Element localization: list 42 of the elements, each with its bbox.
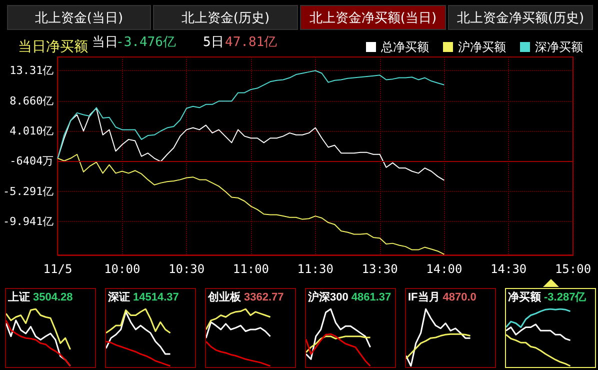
legend-label: 沪净买额 bbox=[458, 40, 506, 54]
legend-label: 总净买额 bbox=[380, 40, 429, 54]
chart-title: 沪深300 bbox=[307, 290, 348, 304]
tab-button: 北上资金净买额(历史) bbox=[448, 5, 593, 30]
chart-subtitle: 4870.0 bbox=[442, 292, 476, 304]
chart-title: 净买额 bbox=[508, 290, 542, 304]
chart-subtitle: 3504.28 bbox=[33, 292, 73, 304]
x-tick-label: 14:30 bbox=[490, 262, 527, 276]
x-tick-label: 15:00 bbox=[554, 262, 592, 276]
text: 当日 bbox=[92, 35, 118, 50]
x-tick-label: 11:00 bbox=[232, 262, 270, 276]
legend-label: 深净买额 bbox=[535, 40, 583, 54]
x-tick-label: 13:30 bbox=[362, 262, 398, 276]
y-tick-label: 4.010亿 bbox=[10, 124, 54, 138]
chart-title: 创业板 bbox=[207, 290, 242, 304]
tab-button: 北上资金(历史) bbox=[153, 5, 298, 30]
x-tick-label: 11/5 bbox=[43, 262, 72, 276]
x-tick-label: 10:00 bbox=[104, 262, 140, 276]
x-tick-label: 10:30 bbox=[168, 262, 205, 276]
text: -3.476亿 bbox=[116, 35, 176, 50]
line-series bbox=[57, 154, 445, 255]
y-tick-label: -5.291亿 bbox=[2, 184, 54, 198]
y-tick-label: 13.31亿 bbox=[10, 64, 54, 78]
chart-title: 上证 bbox=[7, 290, 30, 304]
chart-subtitle: 3362.77 bbox=[244, 292, 284, 304]
chart-subtitle: 4861.37 bbox=[351, 292, 392, 304]
ref-line-label: -6404万 bbox=[10, 154, 54, 168]
line-series bbox=[57, 108, 445, 181]
line-series bbox=[57, 70, 445, 159]
text: 47.81亿 bbox=[225, 35, 278, 50]
chart-title: IF当月 bbox=[408, 290, 440, 304]
tab-button: 北上资金净买额(当日) bbox=[300, 5, 446, 30]
x-tick-label: 11:30 bbox=[297, 262, 334, 276]
text: 5日 bbox=[203, 35, 224, 50]
tab-button: 北上资金(当日) bbox=[7, 5, 151, 30]
chart-title: 深证 bbox=[107, 290, 130, 304]
chart-subtitle: 14514.37 bbox=[133, 292, 179, 304]
x-tick-label: 14:00 bbox=[426, 262, 462, 276]
chart-subtitle: -3.287亿 bbox=[544, 292, 588, 304]
chart-title: 当日净买额 bbox=[18, 38, 88, 54]
y-tick-label: -9.941亿 bbox=[2, 215, 54, 228]
y-tick-label: 8.660亿 bbox=[10, 94, 54, 108]
